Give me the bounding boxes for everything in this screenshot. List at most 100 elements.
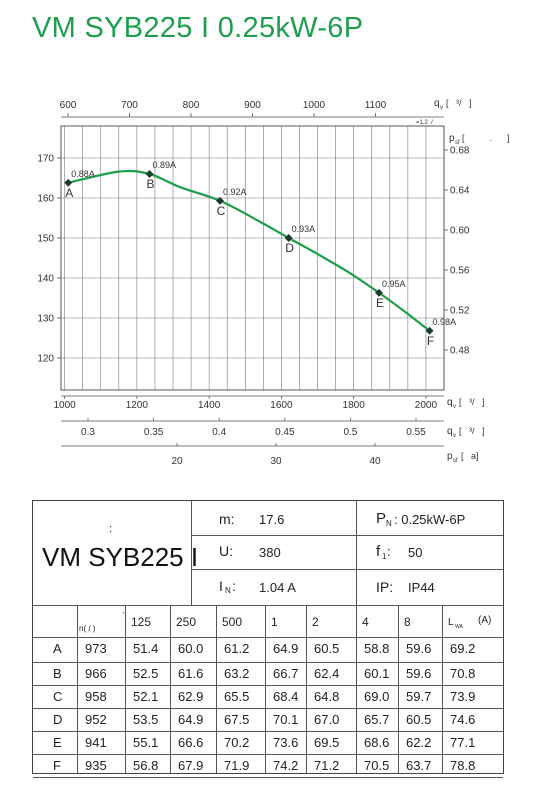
voltage-label: U: (219, 543, 233, 559)
header-cell: 250 (176, 615, 197, 629)
table-row-line (33, 731, 503, 732)
top-axis-tick-label: 600 (60, 100, 77, 111)
table-row-line (33, 777, 503, 778)
bottom-axis2-symbol: q (447, 426, 453, 437)
table-cell: 70.2 (224, 735, 250, 750)
ip-label: IP: (376, 579, 394, 595)
bottom-axis1-tick-label: 1200 (126, 400, 149, 411)
point-letter-e: E (376, 296, 384, 310)
table-row-line (33, 708, 503, 709)
power-label: P (376, 510, 387, 527)
plot-frame (60, 125, 445, 391)
current-label: I (219, 578, 223, 594)
table-column-line (356, 605, 357, 773)
table-cell: 67.0 (314, 712, 340, 727)
table-cell: 55.1 (133, 735, 159, 750)
table-cell: 74.6 (450, 712, 476, 727)
point-marker-c (216, 196, 224, 205)
bottom-axis1-tick-label: 1800 (343, 400, 366, 411)
spec-row-line (191, 569, 503, 570)
top-axis-subscript: v (440, 105, 443, 111)
table-cell: 73.6 (273, 735, 299, 750)
row-label: D (53, 712, 63, 727)
page-title: VM SYB225 I 0.25kW-6P (32, 12, 364, 44)
point-current-d: 0.93A (292, 224, 316, 234)
header-cell: 4 (362, 615, 369, 629)
right-axis-label: p sf [ . ] (449, 133, 510, 146)
row-label: A (53, 641, 62, 656)
table-cell: 56.8 (133, 758, 159, 773)
left-axis-tick-label: 120 (37, 354, 54, 365)
right-axis-tick-label: 0.64 (450, 186, 470, 197)
bottom-axis1-tick-label: 1600 (270, 400, 293, 411)
bottom-axis3-unit: [ a] (461, 451, 479, 461)
spec-row-line (191, 535, 503, 536)
table-cell: 71.2 (314, 758, 340, 773)
table-cell: 70.1 (273, 712, 299, 727)
density-note: =1.2 / (416, 120, 433, 126)
table-cell: 62.2 (406, 735, 432, 750)
table-cell: 71.9 (224, 758, 250, 773)
spec-divider-v1 (191, 501, 192, 605)
table-cell: 63.2 (224, 666, 250, 681)
point-current-a: 0.88A (71, 169, 95, 179)
table-cell: 941 (85, 735, 107, 750)
top-axis-tick-label: 1100 (365, 100, 387, 111)
table-cell: 935 (85, 758, 107, 773)
row-label: F (53, 758, 61, 773)
ip-value: IP44 (408, 580, 435, 595)
frequency-label: f (376, 543, 381, 560)
top-axis-unit: [ ³/ ] (446, 98, 472, 108)
table-cell: 64.9 (178, 712, 204, 727)
right-axis-tick-label: 0.52 (450, 306, 470, 317)
table-cell: 77.1 (450, 735, 476, 750)
table-cell: 58.8 (364, 641, 390, 656)
bottom-axis2-subscript: v (453, 433, 456, 439)
table-cell: 59.6 (406, 641, 432, 656)
table-cell: 69.5 (314, 735, 340, 750)
bottom-axis1-label: q v [ ³/ ] (447, 397, 485, 410)
right-axis-tick-label: 0.48 (450, 346, 470, 357)
table-row-line (33, 685, 503, 686)
chart-grid (61, 126, 444, 390)
power-subscript: N (386, 519, 392, 528)
table-row-line (33, 754, 503, 755)
table-column-line (265, 605, 266, 773)
point-marker-b (145, 170, 154, 178)
bottom-axis3-tick-label: 20 (171, 456, 183, 467)
point-letter-b: B (147, 177, 155, 191)
header-cell: 1 (271, 615, 278, 629)
table-cell: 69.2 (450, 641, 476, 656)
power-value: : 0.25kW-6P (394, 512, 466, 527)
bottom-axis1-symbol: q (447, 397, 453, 408)
bottom-axis3-symbol: p (447, 451, 453, 462)
table-cell: 60.5 (314, 641, 340, 656)
table-cell: 70.5 (364, 758, 390, 773)
right-axis-subscript: sf (455, 140, 460, 146)
point-current-c: 0.92A (223, 187, 247, 197)
left-axis-tick-label: 160 (37, 194, 54, 205)
current-subscript: N (225, 586, 231, 595)
table-column-line (77, 605, 78, 773)
right-axis-tick-label: 0.68 (450, 146, 470, 157)
table-cell: 61.2 (224, 641, 250, 656)
fan-performance-chart: 1201301401501601700.480.520.560.600.640.… (37, 98, 510, 467)
table-cell: 60.5 (406, 712, 432, 727)
table-cell: 65.5 (224, 689, 250, 704)
table-cell: 68.4 (273, 689, 299, 704)
frequency-subscript: 1 (382, 552, 387, 561)
point-current-e: 0.95A (382, 279, 406, 289)
table-cell: 64.9 (273, 641, 299, 656)
spec-divider (33, 605, 503, 606)
table-cell: 952 (85, 712, 107, 727)
left-axis-tick-label: 130 (37, 314, 54, 325)
table-cell: 65.7 (364, 712, 390, 727)
bottom-axis2-unit: [ ³/ ] (459, 426, 485, 436)
right-axis-unit: [ . ] (462, 133, 510, 143)
left-axis-tick-label: 170 (37, 154, 54, 165)
bottom-axis3-label: p sf [ a] (447, 451, 479, 464)
bottom-axis2-tick-label: 0.3 (81, 427, 95, 438)
table-cell: 60.0 (178, 641, 204, 656)
bottom-axis2-tick-label: 0.5 (343, 427, 357, 438)
table-cell: 59.7 (406, 689, 432, 704)
